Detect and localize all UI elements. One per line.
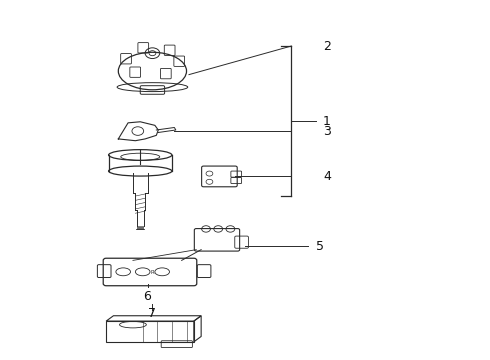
Text: 7: 7 [148, 307, 156, 320]
Text: 5: 5 [316, 240, 324, 253]
Text: 2: 2 [323, 40, 331, 53]
Text: 4: 4 [323, 170, 331, 183]
Text: R: R [150, 270, 154, 275]
Text: 3: 3 [323, 125, 331, 138]
Text: 1: 1 [323, 114, 331, 127]
Text: 6: 6 [144, 289, 151, 303]
